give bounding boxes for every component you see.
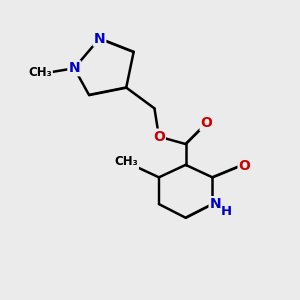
Text: O: O [200,116,212,130]
Text: CH₃: CH₃ [114,155,138,168]
Text: CH₃: CH₃ [28,66,52,79]
Text: N: N [68,61,80,75]
Text: O: O [238,159,250,173]
Text: H: H [221,205,232,218]
Text: N: N [210,197,221,211]
Text: O: O [153,130,165,144]
Text: N: N [94,32,105,46]
